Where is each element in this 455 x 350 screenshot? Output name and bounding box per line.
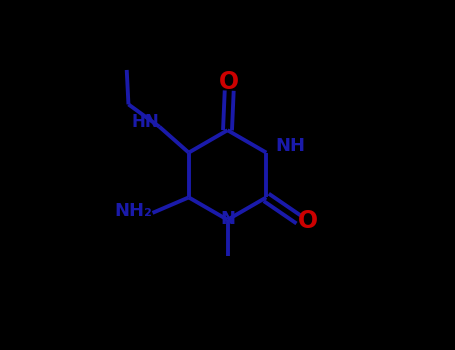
Text: N: N	[220, 210, 235, 228]
Text: O: O	[298, 210, 318, 233]
Text: O: O	[219, 70, 239, 94]
Text: HN: HN	[132, 113, 160, 131]
Text: NH: NH	[275, 137, 305, 155]
Text: NH₂: NH₂	[115, 202, 152, 220]
